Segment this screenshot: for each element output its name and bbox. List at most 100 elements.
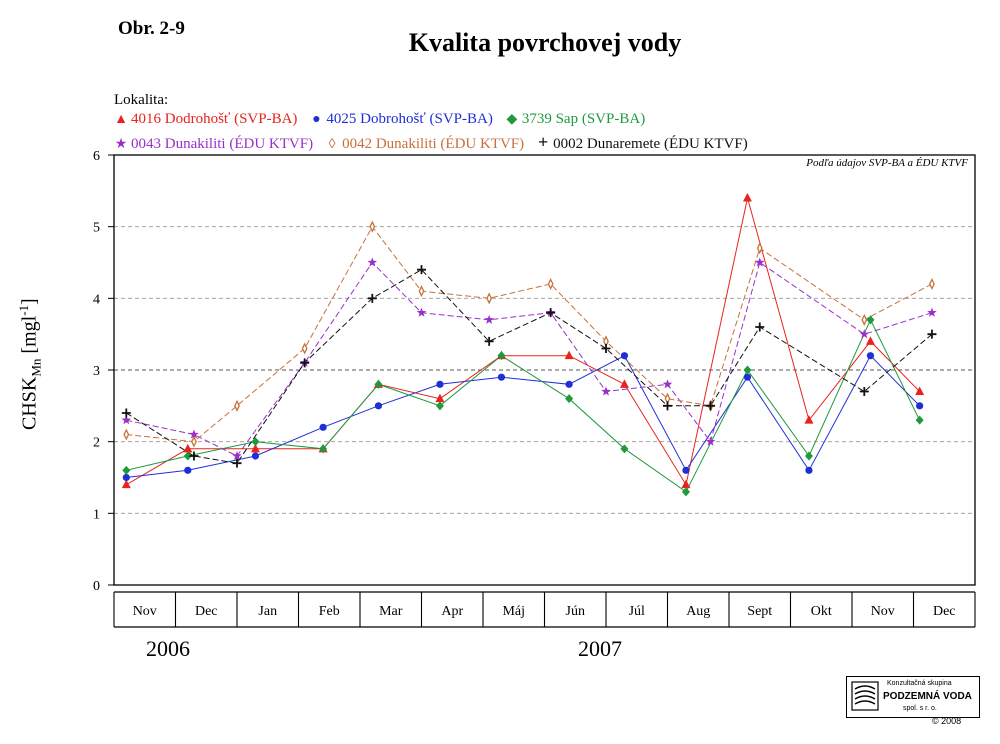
data-point (435, 401, 444, 411)
data-point (369, 220, 376, 233)
x-tick-label: Júl (629, 604, 645, 619)
data-point (418, 285, 425, 298)
data-point (123, 428, 130, 441)
series-line (126, 261, 933, 457)
data-point (122, 473, 130, 482)
data-point (564, 350, 574, 360)
data-point (620, 444, 629, 454)
logo-line-1: Konzultačná skupina (887, 680, 952, 687)
data-point (620, 352, 629, 360)
circle-marker-icon: ● (312, 112, 321, 127)
data-point (805, 466, 813, 474)
data-point (234, 399, 240, 412)
x-tick-label: Dec (933, 604, 956, 619)
year-label-2007: 2007 (578, 636, 622, 661)
data-point (122, 465, 131, 475)
year-label-2006: 2006 (146, 636, 190, 661)
data-point (121, 408, 131, 418)
data-point (742, 193, 752, 202)
data-point (743, 365, 752, 375)
legend-row-2: ★ 0043 Dunakiliti (ÉDU KTVF) ◊ 0042 Dunakil… (114, 132, 760, 153)
y-tick-label: 1 (93, 507, 100, 522)
data-point (367, 257, 378, 267)
data-point (251, 452, 260, 460)
data-point (705, 436, 716, 446)
data-point (319, 444, 328, 454)
data-point (417, 265, 426, 275)
data-point (250, 443, 260, 453)
x-tick-label: Jún (566, 604, 585, 619)
data-point (497, 373, 506, 381)
series-line (126, 269, 933, 464)
y-axis-label-main: CHSK (18, 376, 41, 430)
x-tick-label: Dec (195, 604, 218, 619)
legend-item: ● 4025 Dobrohošť (SVP-BA) (309, 111, 493, 128)
legend-item: +0002 Dunaremete (ÉDU KTVF) (536, 132, 748, 153)
legend-label: 4025 Dobrohošť (SVP-BA) (326, 111, 493, 127)
data-point (565, 380, 573, 388)
data-point (865, 336, 875, 345)
series-line (126, 354, 920, 478)
data-point (706, 401, 716, 411)
series-line (126, 225, 933, 443)
logo-wave-icon (851, 681, 879, 711)
y-tick-label: 2 (93, 436, 100, 451)
data-point (232, 451, 242, 461)
x-tick-label: Jan (258, 604, 277, 619)
data-point (191, 435, 197, 448)
y-axis-label-superscript: -1 (16, 304, 31, 316)
figure-label: Obr. 2-9 (118, 18, 185, 39)
legend-item: ▲ 4016 Dodrohošť (SVP-BA) (114, 111, 297, 128)
star-marker-icon: ★ (114, 137, 128, 152)
data-point (601, 344, 611, 353)
data-point (189, 429, 199, 439)
data-point (546, 308, 556, 318)
data-point (866, 352, 875, 360)
data-point (300, 358, 310, 368)
logo-line-2: PODZEMNÁ VODA (883, 691, 972, 702)
data-point (754, 257, 765, 267)
data-point (565, 394, 574, 404)
legend-row-1: ▲ 4016 Dodrohošť (SVP-BA) ● 4025 Dobrohošť … (114, 111, 657, 128)
data-point (435, 393, 445, 403)
data-point (663, 401, 672, 411)
data-point (927, 329, 937, 339)
legend-item: ★ 0043 Dunakiliti (ÉDU KTVF) (114, 136, 313, 153)
data-point (927, 307, 937, 317)
data-point (319, 423, 327, 431)
legend-label: 4016 Dodrohošť (SVP-BA) (131, 111, 298, 127)
data-point (743, 373, 752, 381)
data-point (484, 314, 494, 324)
y-axis-label-unit-close: ] (18, 298, 41, 305)
y-tick-label: 6 (93, 149, 100, 164)
data-point (301, 342, 308, 355)
data-point (121, 415, 132, 425)
data-point (251, 437, 260, 447)
data-point (804, 415, 814, 424)
data-point (681, 479, 691, 489)
x-tick-label: Máj (502, 604, 525, 619)
data-point (184, 466, 192, 474)
data-point (915, 386, 925, 395)
data-point (374, 379, 383, 389)
plus-marker-icon: + (538, 132, 549, 152)
data-point (681, 487, 690, 497)
data-point (497, 351, 506, 361)
data-point (374, 402, 383, 410)
legend-label: 0043 Dunakiliti (ÉDU KTVF) (131, 136, 314, 152)
x-tick-label: Nov (871, 604, 895, 619)
legend-label: 3739 Sap (SVP-BA) (521, 111, 646, 127)
legend-heading: Lokalita: (114, 92, 169, 108)
y-tick-label: 4 (93, 292, 100, 307)
data-point (682, 466, 690, 474)
legend-item: ◆ 3739 Sap (SVP-BA) (505, 111, 645, 128)
legend-label: 0002 Dunaremete (ÉDU KTVF) (553, 136, 748, 152)
y-axis-label-unit: [mgl (18, 315, 41, 359)
chart-title: Kvalita povrchovej vody (408, 28, 682, 57)
data-point (916, 402, 924, 410)
data-point (861, 313, 868, 326)
data-point (866, 315, 875, 325)
data-point (547, 278, 554, 290)
data-point (601, 386, 611, 396)
